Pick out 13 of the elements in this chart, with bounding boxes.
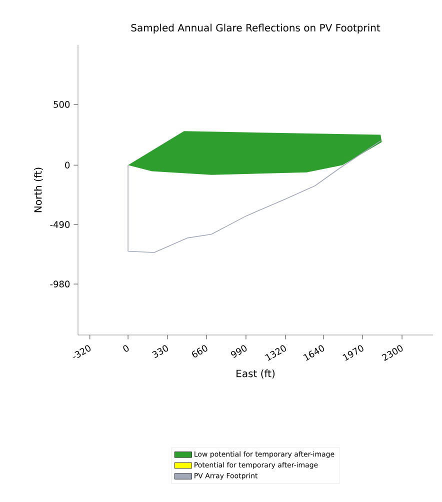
x-tick-label: 990 [231,345,247,358]
y-axis-title: North (ft) [34,168,43,212]
y-tick-label: -490 [50,221,70,228]
x-tick-label: 660 [192,345,208,358]
x-tick-label: -320 [73,345,91,358]
x-tick-label: 330 [152,345,168,358]
y-tick-label: 500 [54,101,70,108]
x-axis-title: East (ft) [236,370,275,378]
y-tick-label: -980 [50,280,70,288]
x-tick-label: 0 [123,345,129,352]
line-series [128,140,381,253]
chart-title: Sampled Annual Glare Reflections on PV Footprint [131,24,380,34]
y-tick-label: 0 [65,162,70,169]
